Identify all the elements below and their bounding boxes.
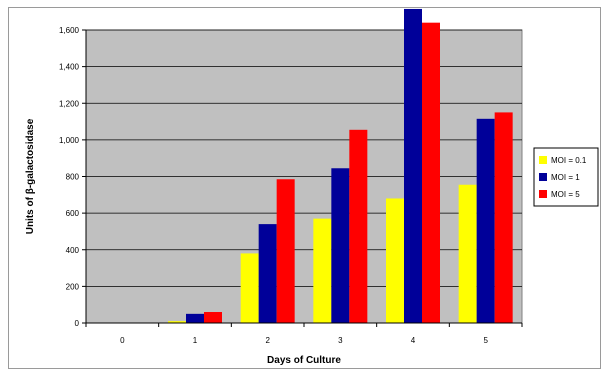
legend-swatch [539,156,547,164]
legend-label: MOI = 5 [551,190,580,199]
legend: MOI = 0.1 MOI = 1 MOI = 5 [533,147,599,207]
bar [404,8,422,324]
y-tick-label: 1,600 [59,26,80,35]
legend-swatch [539,190,547,198]
bar [476,118,495,323]
bar [494,112,513,323]
bar [331,168,350,323]
y-tick-label: 1,000 [59,136,80,145]
y-tick-label: 1,400 [59,63,80,72]
bar [186,313,204,323]
y-tick-label: 600 [66,209,80,218]
x-axis-title: Days of Culture [267,355,341,366]
bar [422,22,440,324]
bar [349,129,368,323]
x-tick-label: 4 [411,336,416,345]
bar [386,198,404,323]
y-tick-label: 0 [75,319,80,328]
y-axis-title: Units of β-galactosidase [25,118,36,234]
bar-chart: 0 200 400 600 800 1,000 1,200 1,400 1,600 0 1 2 3 4 5… [25,8,599,366]
x-tick-label: 2 [265,336,270,345]
y-tick-label: 800 [66,173,80,182]
legend-label: MOI = 0.1 [551,156,587,165]
y-tick-label: 400 [66,246,80,255]
bar [313,218,332,323]
bar [240,253,259,323]
x-tick-label: 1 [193,336,198,345]
bar [276,179,295,323]
bar [168,321,186,323]
legend-label: MOI = 1 [551,173,580,182]
legend-swatch [539,173,547,181]
x-tick-label: 0 [120,336,125,345]
y-tick-label: 200 [66,282,80,291]
x-tick-label: 3 [338,336,343,345]
bar [204,312,222,323]
y-tick-label: 1,200 [59,99,80,108]
bar [458,184,477,323]
chart-frame: 0 200 400 600 800 1,000 1,200 1,400 1,600 0 1 2 3 4 5… [8,7,601,369]
x-tick-label: 5 [483,336,488,345]
bar [258,224,277,323]
